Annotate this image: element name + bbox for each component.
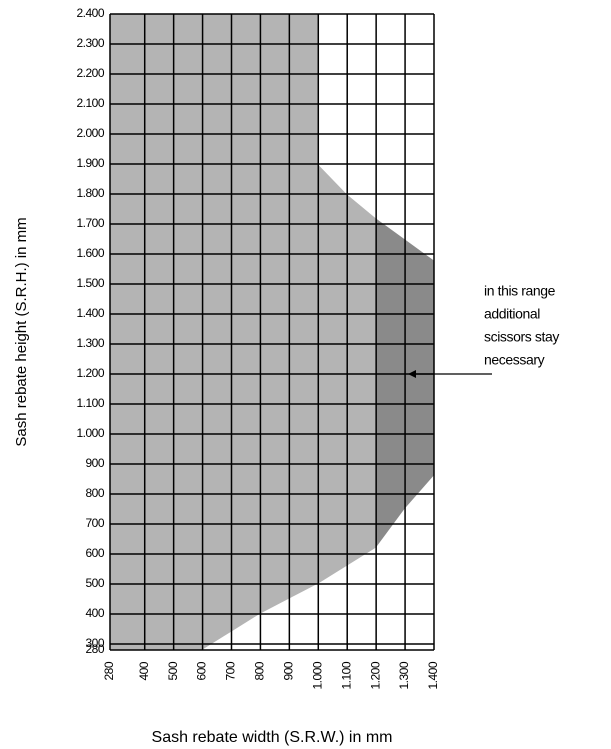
y-tick-label: 2.300 bbox=[76, 36, 104, 50]
y-tick-label: 2.100 bbox=[76, 96, 104, 110]
y-tick-label: 1.600 bbox=[76, 246, 104, 260]
x-tick-label: 800 bbox=[253, 661, 267, 680]
y-tick-label: 2.400 bbox=[76, 6, 104, 20]
annotation-text: in this range bbox=[484, 283, 556, 299]
x-tick-label: 500 bbox=[166, 661, 180, 680]
annotation-text: necessary bbox=[484, 352, 545, 368]
y-tick-label: 280 bbox=[85, 642, 104, 656]
y-axis-label: Sash rebate height (S.R.H.) in mm bbox=[13, 217, 30, 446]
x-tick-label: 1.100 bbox=[339, 661, 353, 689]
y-tick-label: 300 bbox=[85, 636, 104, 650]
y-tick-label: 1.000 bbox=[76, 426, 104, 440]
x-tick-label: 1.400 bbox=[426, 661, 440, 689]
y-tick-label: 400 bbox=[85, 606, 104, 620]
x-tick-label: 900 bbox=[282, 661, 296, 680]
y-tick-label: 800 bbox=[85, 486, 104, 500]
y-tick-label: 1.400 bbox=[76, 306, 104, 320]
y-tick-label: 2.200 bbox=[76, 66, 104, 80]
area bbox=[110, 14, 434, 650]
x-tick-label: 1.000 bbox=[310, 661, 324, 689]
y-tick-label: 2.000 bbox=[76, 126, 104, 140]
y-tick-label: 900 bbox=[85, 456, 104, 470]
x-tick-label: 600 bbox=[195, 661, 209, 680]
annotation-text: additional bbox=[484, 306, 540, 322]
arrow-head bbox=[408, 370, 416, 378]
x-tick-label: 700 bbox=[224, 661, 238, 680]
y-tick-label: 1.200 bbox=[76, 366, 104, 380]
y-tick-label: 1.800 bbox=[76, 186, 104, 200]
y-tick-label: 1.900 bbox=[76, 156, 104, 170]
boundary-line bbox=[110, 475, 435, 651]
y-tick-label: 600 bbox=[85, 546, 104, 560]
x-tick-label: 1.200 bbox=[368, 661, 382, 689]
y-tick-label: 700 bbox=[85, 516, 104, 530]
y-tick-label: 1.100 bbox=[76, 396, 104, 410]
y-tick-label: 1.500 bbox=[76, 276, 104, 290]
y-tick-label: 1.300 bbox=[76, 336, 104, 350]
x-tick-label: 400 bbox=[137, 661, 151, 680]
y-tick-label: 500 bbox=[85, 576, 104, 590]
x-tick-label: 1.300 bbox=[397, 661, 411, 689]
annotation-text: scissors stay bbox=[484, 329, 559, 345]
x-tick-label: 280 bbox=[102, 661, 116, 680]
x-axis-label: Sash rebate width (S.R.W.) in mm bbox=[152, 729, 393, 746]
y-tick-label: 1.700 bbox=[76, 216, 104, 230]
